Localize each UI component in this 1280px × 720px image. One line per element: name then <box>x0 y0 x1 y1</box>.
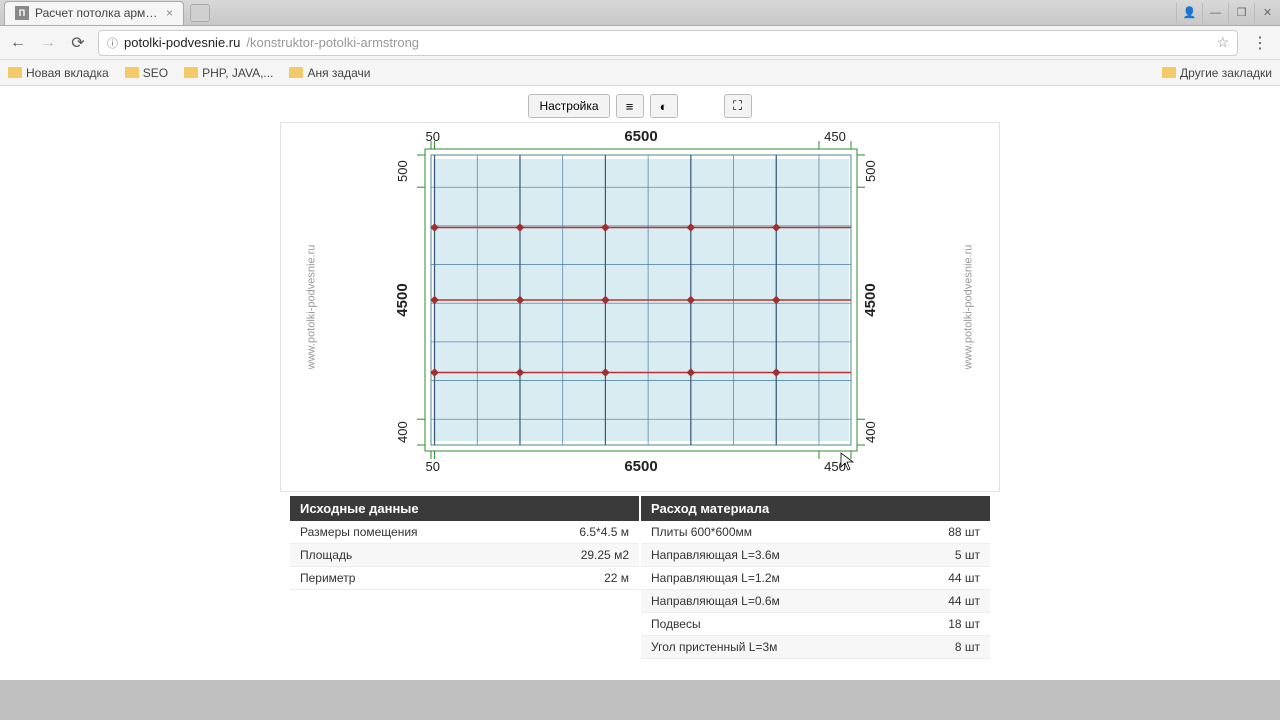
folder-icon <box>8 67 22 78</box>
table-row: Периметр 22 м <box>290 567 639 590</box>
window-user-icon[interactable]: 👤 <box>1176 3 1202 23</box>
address-bar: ← → ⟳ ⓘ potolki-podvesnie.ru/konstruktor… <box>0 26 1280 60</box>
row-label: Плиты 600*600мм <box>651 525 752 539</box>
bookmark-star-icon[interactable]: ☆ <box>1216 34 1229 51</box>
tab-title: Расчет потолка армстронг <box>35 6 160 20</box>
row-value: 22 м <box>604 571 629 585</box>
table-row: Направляющая L=0.6м 44 шт <box>641 590 990 613</box>
reload-button[interactable]: ⟳ <box>68 33 88 53</box>
settings-button[interactable]: Настройка <box>528 94 609 118</box>
row-value: 18 шт <box>948 617 980 631</box>
svg-text:450: 450 <box>824 129 846 144</box>
folder-icon <box>1162 67 1176 78</box>
row-label: Направляющая L=3.6м <box>651 548 780 562</box>
url-host: potolki-podvesnie.ru <box>124 35 240 50</box>
taskbar <box>0 680 1280 720</box>
svg-text:50: 50 <box>426 459 440 474</box>
other-bookmarks[interactable]: Другие закладки <box>1162 66 1272 80</box>
table-row: Площадь 29.25 м2 <box>290 544 639 567</box>
svg-text:400: 400 <box>395 421 410 443</box>
table-header: Исходные данные <box>290 496 639 521</box>
site-info-icon[interactable]: ⓘ <box>107 35 118 51</box>
theme-button[interactable]: ◐ <box>650 94 678 118</box>
table-row: Плиты 600*600мм 88 шт <box>641 521 990 544</box>
window-close-icon[interactable]: ✕ <box>1254 3 1280 23</box>
back-button[interactable]: ← <box>8 33 28 53</box>
row-label: Направляющая L=0.6м <box>651 594 780 608</box>
input-data-table: Исходные данные Размеры помещения 6.5*4.5… <box>290 496 639 659</box>
folder-icon <box>289 67 303 78</box>
row-value: 5 шт <box>955 548 980 562</box>
browser-menu-icon[interactable]: ⋮ <box>1248 33 1272 53</box>
layout-button[interactable]: ≡ <box>616 94 644 118</box>
browser-tab[interactable]: П Расчет потолка армстронг × <box>4 1 184 25</box>
table-row: Направляющая L=1.2м 44 шт <box>641 567 990 590</box>
row-value: 44 шт <box>948 571 980 585</box>
bookmark-item[interactable]: SEO <box>125 66 168 80</box>
forward-button[interactable]: → <box>38 33 58 53</box>
ceiling-diagram: 50650045050650045050045004005004500400 <box>281 123 1001 493</box>
folder-icon <box>125 67 139 78</box>
bookmark-item[interactable]: Аня задачи <box>289 66 370 80</box>
row-value: 6.5*4.5 м <box>579 525 629 539</box>
svg-text:400: 400 <box>863 421 878 443</box>
row-label: Подвесы <box>651 617 701 631</box>
favicon: П <box>15 6 29 20</box>
table-row: Угол пристенный L=3м 8 шт <box>641 636 990 659</box>
svg-text:6500: 6500 <box>624 128 657 145</box>
bookmark-item[interactable]: PHP, JAVA,... <box>184 66 273 80</box>
svg-text:500: 500 <box>863 160 878 182</box>
svg-text:4500: 4500 <box>862 283 879 316</box>
svg-text:6500: 6500 <box>624 458 657 475</box>
results-tables: Исходные данные Размеры помещения 6.5*4.5… <box>290 496 990 659</box>
bookmark-item[interactable]: Новая вкладка <box>8 66 109 80</box>
url-path: /konstruktor-potolki-armstrong <box>246 35 419 50</box>
new-tab-button[interactable] <box>190 4 210 22</box>
fullscreen-button[interactable]: ⛶ <box>724 94 752 118</box>
bookmarks-bar: Новая вкладка SEO PHP, JAVA,... Аня зада… <box>0 60 1280 86</box>
window-controls: 👤 — ❐ ✕ <box>1176 3 1280 23</box>
row-value: 29.25 м2 <box>581 548 629 562</box>
window-maximize-icon[interactable]: ❐ <box>1228 3 1254 23</box>
table-header: Расход материала <box>641 496 990 521</box>
table-row: Размеры помещения 6.5*4.5 м <box>290 521 639 544</box>
row-label: Периметр <box>300 571 355 585</box>
row-value: 8 шт <box>955 640 980 654</box>
row-label: Площадь <box>300 548 352 562</box>
svg-text:500: 500 <box>395 160 410 182</box>
row-label: Направляющая L=1.2м <box>651 571 780 585</box>
table-row: Направляющая L=3.6м 5 шт <box>641 544 990 567</box>
row-label: Угол пристенный L=3м <box>651 640 777 654</box>
tab-close-icon[interactable]: × <box>166 6 173 20</box>
row-value: 44 шт <box>948 594 980 608</box>
app-toolbar: Настройка ≡ ◐ ⛶ <box>0 86 1280 122</box>
diagram-canvas: www.potolki-podvesnie.ru www.potolki-pod… <box>280 122 1000 492</box>
svg-text:4500: 4500 <box>394 283 411 316</box>
table-row: Подвесы 18 шт <box>641 613 990 636</box>
folder-icon <box>184 67 198 78</box>
material-table: Расход материала Плиты 600*600мм 88 шт Нап… <box>641 496 990 659</box>
window-minimize-icon[interactable]: — <box>1202 3 1228 23</box>
row-value: 88 шт <box>948 525 980 539</box>
browser-tab-strip: П Расчет потолка армстронг × 👤 — ❐ ✕ <box>0 0 1280 26</box>
row-label: Размеры помещения <box>300 525 418 539</box>
svg-text:50: 50 <box>426 129 440 144</box>
url-input[interactable]: ⓘ potolki-podvesnie.ru/konstruktor-potol… <box>98 30 1238 56</box>
page-content: Настройка ≡ ◐ ⛶ www.potolki-podvesnie.ru… <box>0 86 1280 659</box>
